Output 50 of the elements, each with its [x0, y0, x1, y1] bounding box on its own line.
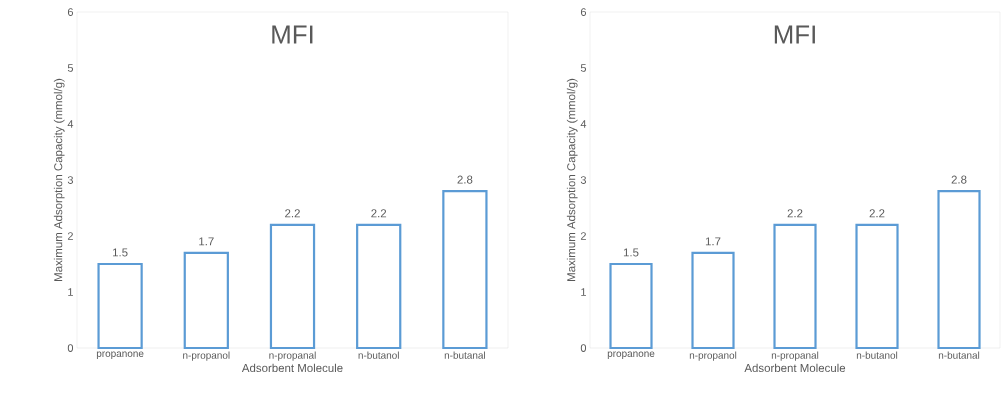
x-tick-label: n-butanol — [856, 351, 898, 359]
data-label: 2.2 — [371, 209, 387, 218]
y-tick-label: 0 — [67, 344, 74, 352]
y-tick-label: 4 — [580, 120, 587, 128]
y-tick-label: 1 — [581, 288, 586, 296]
chart-title: MFI — [774, 25, 815, 44]
y-tick-label: 5 — [580, 64, 587, 72]
data-label: 1.5 — [113, 248, 128, 257]
y-tick-label: 5 — [67, 64, 74, 72]
x-tick-label: n-propanal — [771, 351, 819, 361]
x-tick-label: n-butanal — [938, 351, 980, 359]
bar — [937, 190, 981, 350]
data-label: 2.2 — [869, 209, 885, 218]
x-tick-label: propanone — [607, 351, 655, 359]
data-label: 1.5 — [623, 248, 639, 257]
bar — [183, 251, 229, 350]
y-tick-label: 1 — [68, 288, 73, 296]
x-tick-label: n-propanol — [689, 351, 737, 361]
data-label: 2.2 — [285, 209, 300, 218]
y-tick-label: 3 — [580, 176, 586, 184]
bar — [855, 223, 899, 350]
bar — [691, 251, 735, 350]
bar — [773, 223, 817, 350]
x-tick-label: n-propanol — [183, 351, 230, 361]
data-label: 2.2 — [787, 209, 803, 218]
chart-title: MFI — [272, 25, 313, 44]
y-tick-label: 4 — [67, 120, 74, 128]
y-tick-label: 2 — [580, 232, 586, 240]
y-tick-label: 3 — [67, 176, 73, 184]
bar — [609, 262, 653, 350]
x-tick-label: n-propanal — [269, 351, 316, 361]
y-axis-title: Maximum Adsorption Capacity (mmol/g) — [566, 78, 578, 281]
x-axis-title: Adsorbent Molecule — [241, 363, 343, 373]
x-tick-label: propanone — [96, 351, 144, 359]
y-tick-label: 6 — [67, 8, 73, 16]
data-label: 2.8 — [457, 175, 473, 184]
data-label: 1.7 — [705, 237, 721, 246]
y-tick-label: 6 — [580, 8, 586, 16]
x-axis-title: Adsorbent Molecule — [744, 363, 846, 373]
x-tick-label: n-butanol — [358, 351, 399, 359]
y-tick-label: 0 — [580, 344, 587, 352]
data-label: 2.8 — [951, 175, 967, 184]
bar — [356, 223, 402, 350]
y-axis-title: Maximum Adsorption Capacity (mmol/g) — [53, 78, 65, 281]
data-label: 1.7 — [199, 237, 214, 246]
x-tick-label: n-butanal — [444, 351, 485, 359]
y-tick-label: 2 — [67, 232, 73, 240]
bar — [97, 262, 143, 350]
bar — [442, 190, 488, 350]
bar — [269, 223, 316, 350]
